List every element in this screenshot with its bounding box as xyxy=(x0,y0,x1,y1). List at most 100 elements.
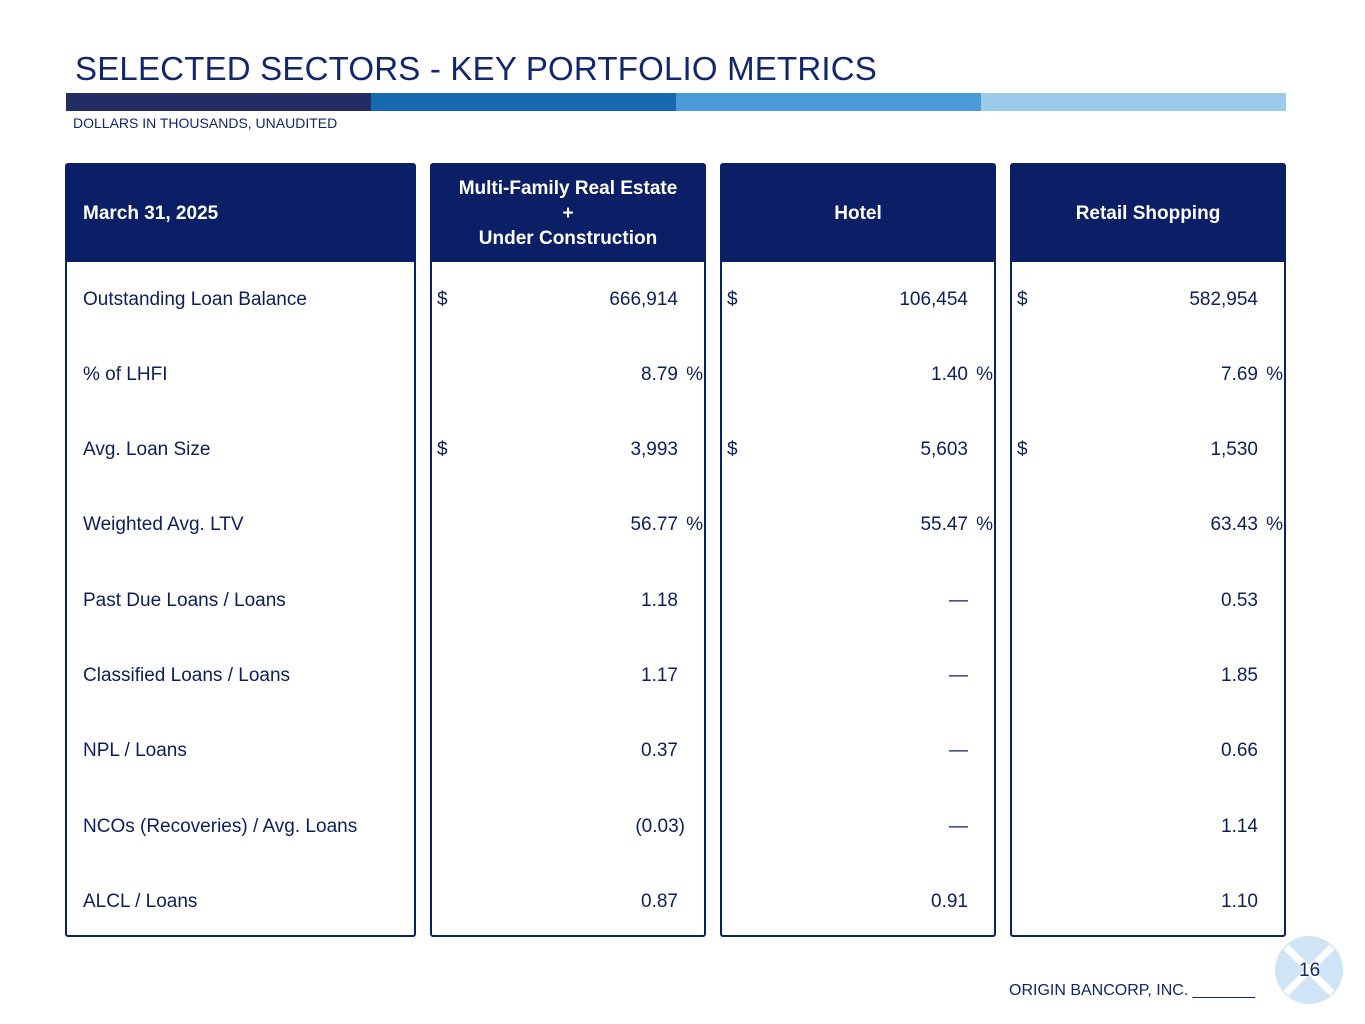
currency-symbol: $ xyxy=(1017,288,1028,310)
color-bar-segment xyxy=(981,93,1286,111)
metric-cell: 1.18 xyxy=(432,563,704,638)
metric-value: 0.37 xyxy=(641,740,678,762)
metric-value: 5,603 xyxy=(920,439,968,461)
metric-cell: — xyxy=(722,639,994,714)
metric-cell: 0.66 xyxy=(1012,714,1284,789)
page-subtitle: DOLLARS IN THOUSANDS, UNAUDITED xyxy=(73,115,338,131)
metric-cell: 0.91 xyxy=(722,864,994,939)
metric-label: ALCL / Loans xyxy=(83,890,198,912)
metric-cell: 1.40% xyxy=(722,337,994,412)
metric-label: Avg. Loan Size xyxy=(83,439,211,461)
metric-row: Weighted Avg. LTV xyxy=(67,488,414,563)
metric-value: 3,993 xyxy=(630,439,678,461)
metric-label: % of LHFI xyxy=(83,363,168,385)
footer-company: ORIGIN BANCORP, INC. _______ xyxy=(1009,982,1256,999)
metric-cell: 1.10 xyxy=(1012,864,1284,939)
currency-symbol: $ xyxy=(1017,439,1028,461)
sector-header-line: Under Construction xyxy=(478,228,658,249)
metric-cell: — xyxy=(722,714,994,789)
metric-cell: $5,603 xyxy=(722,413,994,488)
metric-value: 56.77 xyxy=(630,514,678,536)
currency-symbol: $ xyxy=(727,439,738,461)
metric-value: — xyxy=(949,815,968,837)
metric-row: NCOs (Recoveries) / Avg. Loans xyxy=(67,789,414,864)
metric-cell: 0.53 xyxy=(1012,563,1284,638)
percent-symbol: % xyxy=(686,514,703,536)
metric-value: — xyxy=(949,589,968,611)
metric-value: 1.18 xyxy=(641,589,678,611)
metric-row: Outstanding Loan Balance xyxy=(67,262,414,337)
sector-header-line: Multi-Family Real Estate xyxy=(458,178,678,199)
metric-label: Weighted Avg. LTV xyxy=(83,514,244,536)
metric-cell: (0.03) xyxy=(432,789,704,864)
metric-cell: $1,530 xyxy=(1012,413,1284,488)
percent-symbol: % xyxy=(1266,363,1283,385)
sector-header: Retail Shopping xyxy=(1012,165,1284,262)
metric-cell: 63.43% xyxy=(1012,488,1284,563)
metric-cell: 1.17 xyxy=(432,639,704,714)
metric-row: Classified Loans / Loans xyxy=(67,639,414,714)
metric-label: Past Due Loans / Loans xyxy=(83,589,286,611)
metric-value: 1,530 xyxy=(1210,439,1258,461)
metric-row: Past Due Loans / Loans xyxy=(67,563,414,638)
sector-panel-hotel: Hotel $106,454 1.40% $5,603 55.47% — — — —0.91 xyxy=(720,163,996,937)
metric-cell: $582,954 xyxy=(1012,262,1284,337)
metric-cell: 0.37 xyxy=(432,714,704,789)
metric-label: Classified Loans / Loans xyxy=(83,665,291,686)
sector-header: Multi-Family Real Estate + Under Construct… xyxy=(432,165,704,262)
sector-header-line: + xyxy=(562,203,574,224)
color-bar-segment xyxy=(371,93,676,111)
metric-value: 666,914 xyxy=(609,288,678,310)
metric-value: 55.47 xyxy=(920,514,968,536)
metric-value: — xyxy=(949,665,968,686)
metric-cell: $3,993 xyxy=(432,413,704,488)
metric-value: 63.43 xyxy=(1210,514,1258,536)
metric-cell: 8.79% xyxy=(432,337,704,412)
percent-symbol: % xyxy=(976,514,993,536)
metric-value: 1.10 xyxy=(1221,890,1258,912)
metric-cell: 56.77% xyxy=(432,488,704,563)
metric-value: 1.85 xyxy=(1221,665,1258,686)
metric-value: 1.14 xyxy=(1221,815,1258,837)
metric-value: 106,454 xyxy=(899,288,968,310)
metric-value: 0.66 xyxy=(1221,740,1258,762)
metric-value: 8.79 xyxy=(641,363,678,385)
currency-symbol: $ xyxy=(727,288,738,310)
metric-value: 1.40 xyxy=(931,363,968,385)
date-header: March 31, 2025 xyxy=(67,165,414,262)
sector-panel-multifamily: Multi-Family Real Estate + Under Construct… xyxy=(430,163,706,937)
metric-value: 582,954 xyxy=(1189,288,1258,310)
metric-value: 0.53 xyxy=(1221,589,1258,611)
metric-cell: 0.87 xyxy=(432,864,704,939)
metric-cell: $106,454 xyxy=(722,262,994,337)
sector-header: Hotel xyxy=(722,165,994,262)
metric-row: Avg. Loan Size xyxy=(67,413,414,488)
metric-cell: $666,914 xyxy=(432,262,704,337)
origin-logo-icon xyxy=(1275,936,1343,1004)
sector-panel-retail: Retail Shopping $582,954 7.69% $1,530 63.43… xyxy=(1010,163,1286,937)
metric-value: — xyxy=(949,740,968,762)
metric-value: 7.69 xyxy=(1221,363,1258,385)
metric-cell: — xyxy=(722,789,994,864)
metric-value: 1.17 xyxy=(641,665,678,686)
metric-cell: — xyxy=(722,563,994,638)
metric-value: (0.03) xyxy=(635,815,685,837)
metric-label: NCOs (Recoveries) / Avg. Loans xyxy=(83,815,358,837)
header-color-bar xyxy=(66,93,1286,111)
metric-row: % of LHFI xyxy=(67,337,414,412)
sector-header-line: Hotel xyxy=(834,203,882,224)
page-number: 16 xyxy=(1299,960,1321,981)
metric-labels-panel: March 31, 2025 Outstanding Loan Balance%… xyxy=(65,163,416,937)
currency-symbol: $ xyxy=(437,439,448,461)
color-bar-segment xyxy=(676,93,981,111)
metric-label: NPL / Loans xyxy=(83,740,187,762)
metric-cell: 7.69% xyxy=(1012,337,1284,412)
metric-value: 0.91 xyxy=(931,890,968,912)
metric-cell: 55.47% xyxy=(722,488,994,563)
page-title: SELECTED SECTORS - KEY PORTFOLIO METRICS xyxy=(75,50,877,87)
metric-row: ALCL / Loans xyxy=(67,864,414,939)
percent-symbol: % xyxy=(976,363,993,385)
metric-cell: 1.85 xyxy=(1012,639,1284,714)
metric-value: 0.87 xyxy=(641,890,678,912)
currency-symbol: $ xyxy=(437,288,448,310)
